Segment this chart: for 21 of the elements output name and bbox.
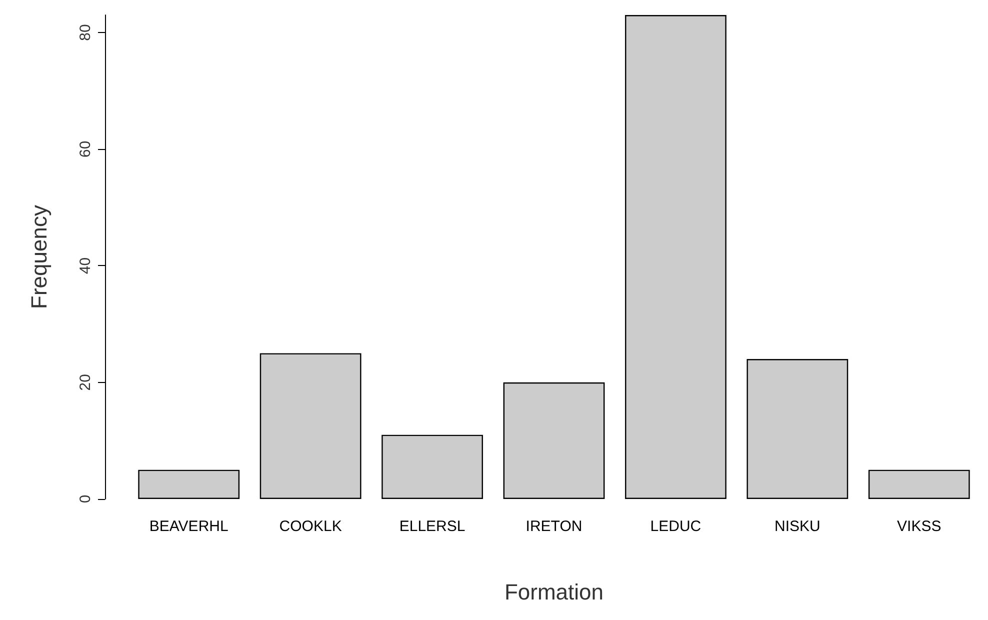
- y-tick-label: 40: [77, 257, 94, 274]
- x-tick-label: IRETON: [526, 518, 582, 535]
- x-axis-title: Formation: [504, 580, 604, 604]
- bar: [503, 382, 605, 499]
- y-tick-label: 20: [77, 374, 94, 391]
- y-axis-title: Frequency: [26, 205, 52, 309]
- x-tick-label: NISKU: [774, 518, 820, 535]
- y-tick-label: 0: [77, 494, 94, 504]
- x-tick-label: COOKLK: [279, 518, 342, 535]
- bar: [746, 359, 848, 499]
- x-tick-label: VIKSS: [897, 518, 942, 535]
- x-tick-label: BEAVERHL: [149, 518, 228, 535]
- bar: [138, 470, 240, 499]
- bar: [625, 15, 726, 499]
- x-tick-label: LEDUC: [650, 518, 702, 535]
- y-tick-label: 60: [77, 140, 94, 158]
- bar: [260, 353, 362, 499]
- bar: [382, 434, 483, 499]
- bar: [868, 470, 970, 499]
- y-tick-label: 80: [77, 24, 94, 41]
- x-tick-label: ELLERSL: [399, 518, 466, 535]
